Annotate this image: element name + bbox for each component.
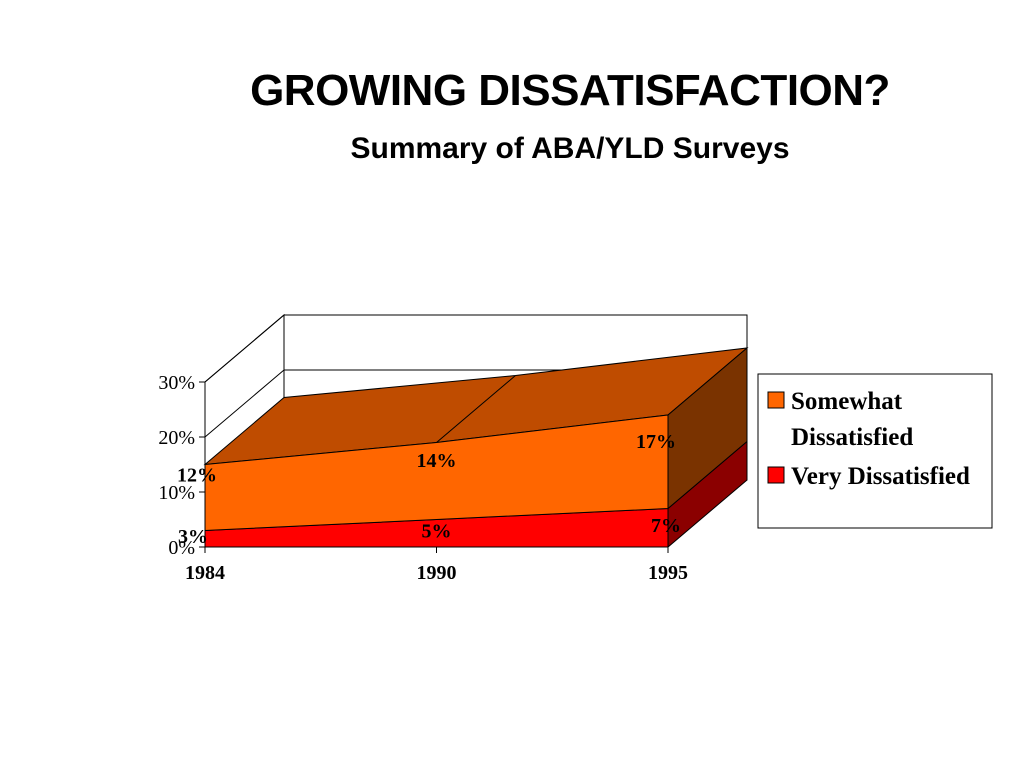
chart-data-labels: 3% 12% 5% 14% 7% 17% — [177, 431, 681, 548]
x-tick-label-0: 1984 — [185, 562, 225, 584]
chart-areas — [203, 346, 749, 549]
x-tick-label-2: 1995 — [648, 562, 688, 584]
legend-label-1: Very Dissatisfied — [791, 463, 970, 490]
data-label-very-1: 5% — [422, 520, 452, 542]
chart-legend: Somewhat Dissatisfied Very Dissatisfied — [757, 373, 993, 529]
slide-title: GROWING DISSATISFACTION? — [250, 66, 890, 115]
top-ridge-1 — [436, 375, 516, 443]
chart-axes: 0% 10% 20% 30% 1984 1990 1995 — [158, 372, 688, 584]
legend-label-0-line2: Dissatisfied — [791, 424, 913, 451]
legend-swatch-0 — [767, 391, 785, 409]
slide-subtitle: Summary of ABA/YLD Surveys — [350, 132, 790, 165]
y-tick-label-1: 10% — [158, 482, 195, 504]
y-tick-label-2: 20% — [158, 427, 195, 449]
gridline-3 — [204, 314, 747, 383]
y-tick-label-0: 0% — [168, 537, 195, 559]
x-tick-label-1: 1990 — [417, 562, 457, 584]
data-label-somewhat-0: 12% — [177, 465, 217, 487]
legend-swatch-1 — [767, 466, 785, 484]
legend-label-0: Somewhat — [791, 388, 903, 415]
data-label-very-2: 7% — [651, 515, 681, 537]
y-tick-label-3: 30% — [158, 372, 195, 394]
data-label-very-0: 3% — [178, 526, 208, 548]
data-label-somewhat-1: 14% — [417, 450, 457, 472]
data-label-somewhat-2: 17% — [636, 431, 676, 453]
legend-box — [757, 373, 993, 529]
